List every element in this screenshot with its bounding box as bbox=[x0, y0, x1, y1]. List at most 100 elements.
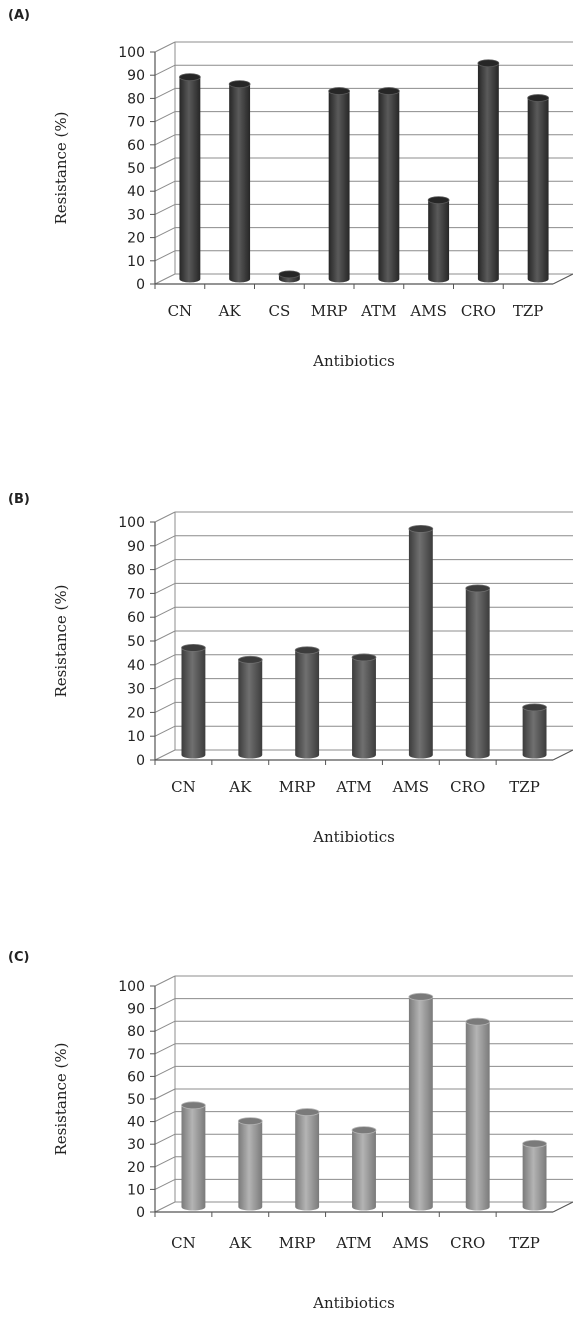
y-tick-label: 20 bbox=[127, 231, 145, 247]
gridline-side bbox=[154, 701, 176, 713]
x-tick-label: AK bbox=[228, 1234, 252, 1252]
y-axis-title: Resistance (%) bbox=[52, 1043, 70, 1156]
x-tick-label: AMS bbox=[409, 302, 446, 320]
y-axis-title: Resistance (%) bbox=[52, 585, 70, 698]
bar bbox=[351, 653, 377, 759]
gridline-side bbox=[154, 64, 176, 76]
bar-body bbox=[352, 1130, 376, 1211]
x-tick-label: AMS bbox=[392, 778, 429, 796]
panel-label: (A) bbox=[8, 8, 30, 23]
gridline-side bbox=[154, 749, 176, 761]
bar-top bbox=[181, 643, 206, 652]
panel-label: (B) bbox=[8, 492, 30, 507]
gridline-side bbox=[154, 1178, 176, 1190]
x-axis-title: Antibiotics bbox=[312, 828, 395, 846]
y-tick-label: 10 bbox=[127, 1182, 145, 1198]
bar-top bbox=[351, 1126, 377, 1135]
gridline-side bbox=[154, 203, 176, 215]
y-tick-label: 90 bbox=[127, 539, 145, 555]
x-tick-label: CN bbox=[168, 302, 193, 320]
gridline-side bbox=[154, 180, 176, 192]
bar bbox=[181, 1101, 206, 1211]
gridline-side bbox=[154, 511, 176, 523]
y-tick-label: 60 bbox=[127, 610, 145, 626]
bar-top bbox=[228, 80, 251, 89]
y-tick-label: 70 bbox=[127, 115, 145, 131]
bar-top bbox=[522, 703, 547, 712]
bar-body bbox=[428, 200, 450, 283]
gridline-side bbox=[154, 1156, 176, 1168]
bar-top bbox=[278, 270, 301, 279]
gridline-side bbox=[154, 41, 176, 53]
gridline-side bbox=[154, 678, 176, 690]
x-tick-label: AMS bbox=[392, 1234, 429, 1252]
gridline-side bbox=[154, 654, 176, 666]
bar bbox=[328, 87, 350, 283]
x-tick-label: ATM bbox=[360, 302, 396, 320]
y-tick-label: 90 bbox=[127, 68, 145, 84]
gridline-side bbox=[154, 559, 176, 571]
bar-body bbox=[295, 1112, 320, 1211]
bar-body bbox=[408, 528, 433, 759]
bar-top bbox=[179, 73, 201, 82]
bar-body bbox=[477, 63, 499, 283]
bar-top bbox=[427, 196, 450, 205]
y-tick-label: 0 bbox=[136, 753, 145, 769]
chart-panel-a: (A) 0 10 20 30 40 50 60 70 80 90 100 CN AK CS MRP ATM AM… bbox=[0, 8, 573, 388]
floor-edge bbox=[552, 273, 573, 285]
bar bbox=[237, 655, 263, 759]
x-tick-label: AK bbox=[228, 778, 252, 796]
bar bbox=[228, 80, 251, 283]
x-axis-title: Antibiotics bbox=[312, 1294, 395, 1312]
x-tick-label: CS bbox=[268, 302, 290, 320]
gridline-side bbox=[154, 1088, 176, 1100]
bar-top bbox=[465, 584, 491, 593]
bar-body bbox=[378, 91, 400, 283]
gridline-side bbox=[154, 1111, 176, 1123]
y-tick-label: 100 bbox=[118, 515, 145, 531]
gridline-side bbox=[154, 725, 176, 737]
x-tick-label: CRO bbox=[450, 1234, 485, 1252]
bar-top bbox=[237, 655, 263, 664]
bar-body bbox=[295, 650, 320, 759]
bar-body bbox=[238, 1121, 263, 1211]
bar bbox=[408, 525, 434, 759]
y-tick-label: 30 bbox=[127, 682, 145, 698]
y-tick-label: 70 bbox=[127, 1047, 145, 1063]
gridline-side bbox=[154, 134, 176, 146]
bar-chart: 0 10 20 30 40 50 60 70 80 90 100 CN AK MRP ATM AMS CRO TZ… bbox=[52, 511, 573, 846]
gridline-side bbox=[154, 1065, 176, 1077]
bar-top bbox=[522, 1139, 547, 1148]
y-tick-label: 100 bbox=[118, 45, 145, 61]
x-tick-label: TZP bbox=[513, 302, 544, 320]
bar bbox=[294, 646, 320, 759]
bar-chart: 0 10 20 30 40 50 60 70 80 90 100 CN AK MRP ATM AMS CRO TZ… bbox=[52, 975, 573, 1312]
y-tick-label: 80 bbox=[127, 91, 145, 107]
y-axis-title: Resistance (%) bbox=[52, 112, 70, 225]
y-tick-label: 50 bbox=[127, 634, 145, 650]
y-tick-label: 50 bbox=[127, 161, 145, 177]
bar-body bbox=[527, 98, 549, 283]
gridline-side bbox=[154, 1133, 176, 1145]
bar bbox=[427, 196, 450, 283]
bar bbox=[522, 703, 547, 759]
y-tick-label: 0 bbox=[136, 1205, 145, 1221]
bar bbox=[351, 1126, 377, 1211]
y-tick-label: 20 bbox=[127, 705, 145, 721]
gridline-side bbox=[154, 157, 176, 169]
bar-top bbox=[527, 94, 549, 102]
y-tick-label: 60 bbox=[127, 1069, 145, 1085]
floor-edge bbox=[552, 1201, 573, 1213]
y-tick-label: 40 bbox=[127, 658, 145, 674]
gridline-side bbox=[154, 975, 176, 987]
bar-body bbox=[465, 1021, 490, 1211]
bar-top bbox=[181, 1101, 206, 1110]
y-tick-label: 10 bbox=[127, 254, 145, 270]
gridline-side bbox=[154, 273, 176, 285]
x-axis-title: Antibiotics bbox=[312, 352, 395, 370]
bar-top bbox=[237, 1117, 263, 1126]
bar bbox=[465, 584, 491, 759]
bar-body bbox=[181, 647, 206, 759]
bar bbox=[278, 270, 301, 283]
y-tick-label: 60 bbox=[127, 138, 145, 154]
